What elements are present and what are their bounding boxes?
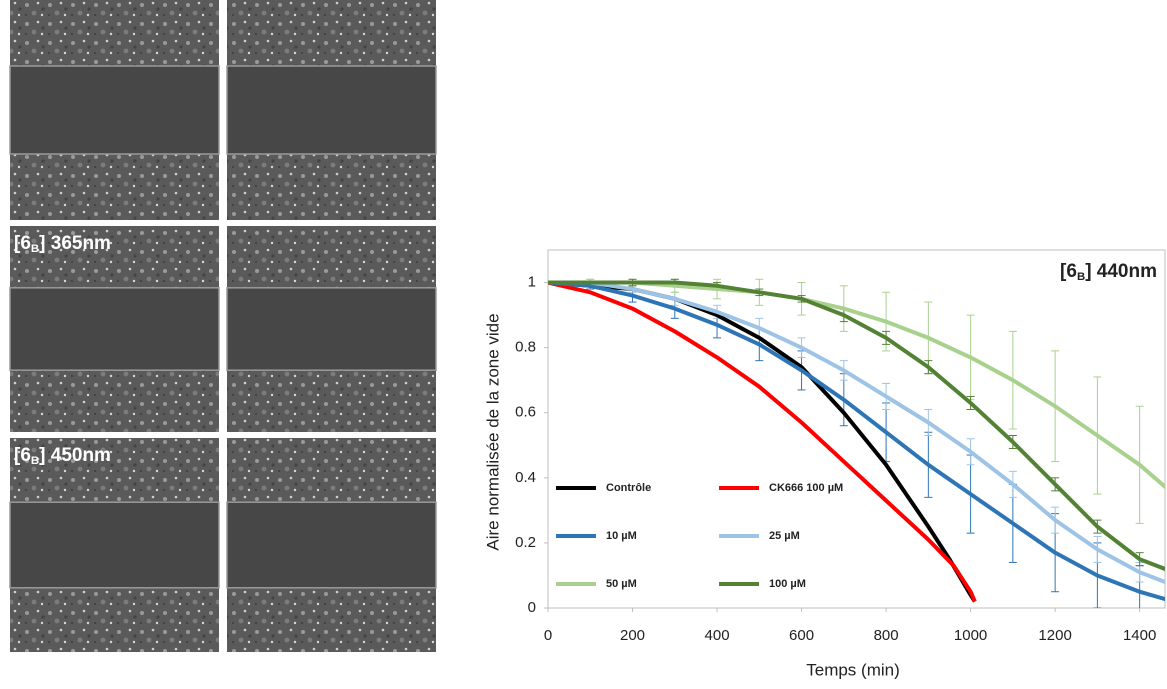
plot-frame [547, 249, 1166, 609]
y-tick-label: 0.4 [515, 469, 536, 486]
series-line [548, 280, 1165, 572]
micrograph: [6B] 365nm [9, 226, 220, 432]
y-axis-title: Aire normalisée de la zone vide [483, 313, 502, 550]
x-tick-label: 400 [705, 627, 730, 644]
micrograph [226, 438, 437, 652]
panel-label: [6B] 365nm [14, 233, 111, 255]
label-part: ] 440nm [1085, 261, 1157, 282]
legend-label: 10 µM [606, 530, 637, 542]
y-tick-label: 0.2 [515, 534, 536, 551]
series-line [548, 280, 1165, 585]
micrograph: [6B] 450nm [9, 438, 220, 652]
legend-label: Contrôle [606, 482, 651, 494]
subscript: B [31, 243, 39, 255]
x-tick-label: 800 [874, 627, 899, 644]
y-tick-label: 0.8 [515, 339, 536, 356]
wound-gap [9, 501, 220, 589]
wound-gap [9, 287, 220, 371]
x-tick-label: 200 [620, 627, 645, 644]
legend-label: 25 µM [769, 530, 800, 542]
label-part: ] 365nm [39, 233, 111, 254]
annotation: [6B] 440nm [1060, 261, 1157, 283]
label-part: [6 [14, 445, 31, 466]
x-tick-label: 0 [544, 627, 552, 644]
wound-gap [226, 287, 437, 371]
x-tick-label: 1400 [1123, 627, 1156, 644]
x-tick-label: 1000 [954, 627, 987, 644]
legend-label: 50 µM [606, 578, 637, 590]
legend-label: 100 µM [769, 578, 806, 590]
panel-label: [6B] 450nm [14, 445, 111, 467]
label-part: [6 [14, 233, 31, 254]
plot-area [548, 278, 1165, 608]
microscopy-panels: [6B] 365nm[6B] 450nm [9, 0, 437, 652]
y-tick-label: 0.6 [515, 404, 536, 421]
wound-gap [226, 65, 437, 155]
wound-gap [226, 501, 437, 589]
micrograph [9, 0, 220, 220]
subscript: B [1077, 271, 1085, 283]
y-tick-label: 1 [528, 274, 536, 291]
label-part: [6 [1060, 261, 1077, 282]
label-part: ] 450nm [39, 445, 111, 466]
x-tick-label: 1200 [1038, 627, 1071, 644]
x-tick-label: 600 [789, 627, 814, 644]
legend-label: CK666 100 µM [769, 482, 843, 494]
wound-gap [9, 65, 220, 155]
x-axis-title: Temps (min) [806, 660, 900, 679]
series-line [548, 280, 1165, 602]
series-line [548, 280, 977, 603]
micrograph [226, 226, 437, 432]
micrograph [226, 0, 437, 220]
y-tick-label: 0 [528, 599, 536, 616]
subscript: B [31, 455, 39, 467]
